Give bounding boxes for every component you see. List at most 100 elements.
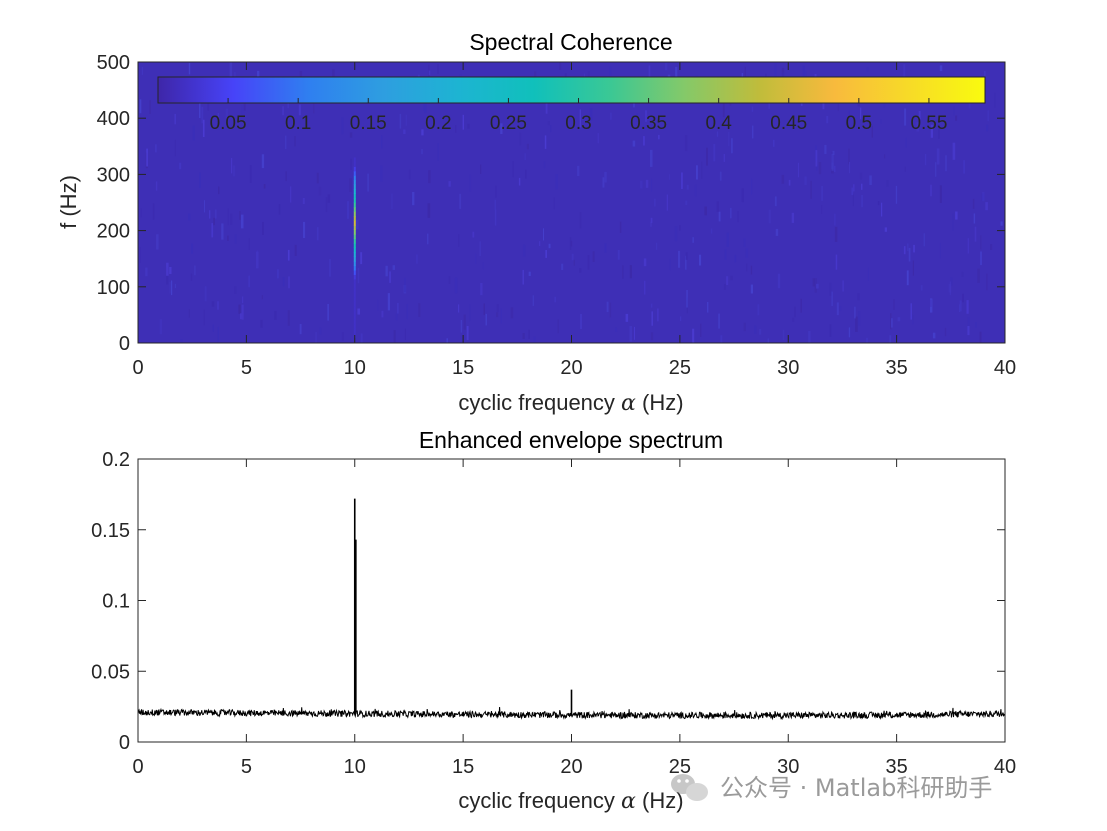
heatmap-cell bbox=[597, 133, 599, 144]
heatmap-cell bbox=[890, 313, 892, 330]
heatmap-cell bbox=[619, 221, 622, 233]
heatmap-cell bbox=[557, 319, 559, 334]
heatmap-cell bbox=[966, 300, 969, 314]
heatmap-cell bbox=[617, 250, 620, 260]
heatmap-cell bbox=[723, 283, 726, 290]
coherence-peak-segment bbox=[353, 247, 356, 253]
heatmap-cell bbox=[475, 253, 477, 264]
heatmap-cell bbox=[188, 62, 191, 75]
heatmap-cell bbox=[467, 123, 470, 129]
heatmap-cell bbox=[751, 106, 754, 112]
heatmap-cell bbox=[579, 109, 581, 128]
envelope-xlabel-symbol: α bbox=[621, 789, 636, 814]
heatmap-cell bbox=[685, 252, 688, 260]
heatmap-cell bbox=[316, 227, 319, 241]
heatmap-cell bbox=[227, 235, 229, 241]
coherence-peak-segment bbox=[353, 229, 356, 235]
heatmap-cell bbox=[532, 295, 534, 306]
heatmap-cell bbox=[188, 309, 190, 318]
heatmap-cell bbox=[204, 286, 207, 302]
heatmap-cell bbox=[750, 284, 753, 294]
heatmap-cell bbox=[694, 184, 697, 197]
heatmap-cell bbox=[808, 331, 811, 343]
heatmap-cell bbox=[775, 228, 779, 236]
heatmap-cell bbox=[377, 299, 379, 311]
heatmap-cell bbox=[139, 99, 142, 114]
heatmap-cell bbox=[146, 148, 148, 167]
heatmap-cell bbox=[350, 158, 352, 170]
heatmap-cell bbox=[750, 265, 753, 275]
heatmap-cell bbox=[644, 280, 646, 295]
heatmap-cell bbox=[230, 213, 233, 225]
heatmap-cell bbox=[805, 70, 807, 82]
heatmap-cell bbox=[533, 336, 536, 343]
heatmap-cell bbox=[555, 174, 558, 190]
heatmap-cell bbox=[458, 304, 460, 313]
heatmap-cell bbox=[953, 106, 955, 116]
heatmap-cell bbox=[986, 124, 989, 132]
heatmap-cell bbox=[634, 326, 635, 340]
heatmap-cell bbox=[824, 144, 827, 154]
heatmap-cell bbox=[315, 332, 317, 343]
heatmap-cell bbox=[955, 211, 958, 220]
heatmap-cell bbox=[387, 293, 390, 311]
colorbar-tick-label: 0.15 bbox=[350, 113, 387, 134]
coherence-title: Spectral Coherence bbox=[469, 29, 672, 55]
coherence-xlabel-unit: (Hz) bbox=[642, 390, 684, 415]
coherence-xlabel-text: cyclic frequency bbox=[458, 390, 615, 415]
heatmap-cell bbox=[794, 306, 796, 318]
heatmap-cell bbox=[768, 209, 771, 224]
heatmap-cell bbox=[848, 148, 850, 165]
heatmap-cell bbox=[203, 309, 205, 326]
heatmap-cell bbox=[469, 174, 472, 192]
heatmap-cell bbox=[234, 234, 237, 244]
heatmap-cell bbox=[145, 267, 148, 277]
heatmap-cell bbox=[913, 244, 915, 253]
heatmap-cell bbox=[579, 268, 582, 273]
x-tick-label: 0 bbox=[132, 756, 143, 778]
x-tick-label: 30 bbox=[777, 756, 799, 778]
heatmap-cell bbox=[858, 311, 861, 326]
heatmap-cell bbox=[408, 169, 411, 180]
heatmap-cell bbox=[832, 150, 835, 155]
heatmap-cell bbox=[939, 185, 942, 203]
heatmap-cell bbox=[923, 233, 925, 247]
heatmap-cell bbox=[155, 181, 158, 191]
heatmap-cell bbox=[303, 221, 306, 238]
coherence-peak-segment bbox=[353, 166, 356, 172]
heatmap-cell bbox=[974, 226, 977, 242]
heatmap-cell bbox=[381, 310, 384, 318]
heatmap-cell bbox=[713, 144, 716, 162]
heatmap-cell bbox=[482, 262, 484, 270]
heatmap-cell bbox=[522, 269, 524, 285]
heatmap-cell bbox=[731, 138, 733, 154]
heatmap-cell bbox=[980, 235, 982, 250]
coherence-peak-segment bbox=[353, 189, 356, 194]
heatmap-cell bbox=[496, 304, 499, 312]
heatmap-cell bbox=[500, 123, 503, 134]
heatmap-cell bbox=[810, 180, 812, 199]
heatmap-cell bbox=[288, 276, 290, 289]
heatmap-cell bbox=[853, 184, 855, 192]
heatmap-cell bbox=[204, 200, 205, 213]
heatmap-cell bbox=[469, 304, 471, 322]
heatmap-cell bbox=[645, 179, 649, 188]
heatmap-cell bbox=[543, 161, 546, 169]
heatmap-cell bbox=[730, 275, 733, 281]
heatmap-cell bbox=[140, 208, 142, 218]
y-tick-label: 0.15 bbox=[91, 520, 130, 542]
heatmap-cell bbox=[737, 211, 739, 223]
x-tick-label: 40 bbox=[994, 357, 1016, 379]
heatmap-cell bbox=[877, 201, 880, 206]
colorbar-tick-label: 0.55 bbox=[910, 113, 947, 134]
heatmap-cell bbox=[990, 244, 993, 250]
coherence-xlabel: cyclic frequency α (Hz) bbox=[458, 390, 683, 416]
heatmap-cell bbox=[406, 303, 408, 320]
heatmap-cell bbox=[466, 326, 469, 341]
x-tick-label: 30 bbox=[777, 357, 799, 379]
heatmap-cell bbox=[906, 270, 909, 286]
heatmap-cell bbox=[416, 254, 418, 264]
heatmap-cell bbox=[1000, 221, 1003, 226]
heatmap-cell bbox=[329, 259, 331, 277]
heatmap-cell bbox=[629, 326, 632, 342]
